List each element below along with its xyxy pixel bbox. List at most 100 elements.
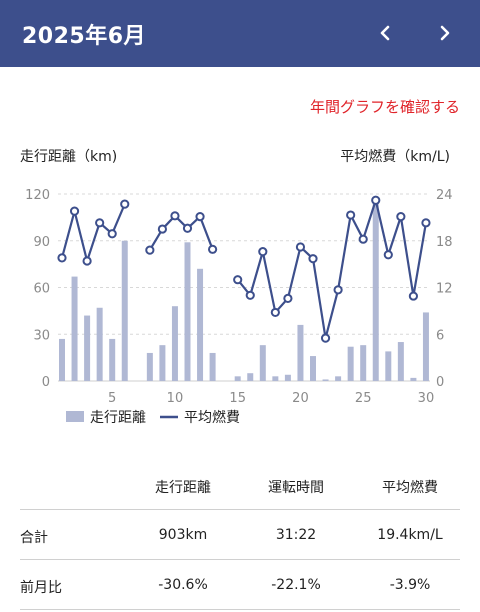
column-header-distance: 走行距離 — [155, 480, 211, 496]
fuel-point — [245, 290, 255, 300]
fuel-point — [396, 211, 406, 222]
table-header: 走行距離 運転時間 平均燃費 — [20, 468, 460, 510]
fuel-point — [170, 211, 180, 221]
y-right-tick-label: 24 — [436, 188, 453, 203]
distance-bar — [422, 312, 429, 381]
distance-bar — [335, 376, 342, 381]
total-fuel: 19.4km/L — [377, 527, 443, 543]
row-label: 前月比 — [20, 580, 62, 596]
left-axis-title: 走行距離（km) — [20, 149, 118, 165]
legend-bar-swatch — [66, 411, 84, 422]
fuel-point — [157, 224, 167, 234]
y-left-tick-label: 0 — [42, 375, 50, 390]
fuel-point — [145, 245, 155, 255]
distance-bar — [322, 379, 329, 381]
total-drive-time: 31:22 — [275, 527, 317, 543]
distance-bar — [385, 351, 392, 381]
fuel-point — [308, 254, 318, 264]
annual-graph-link[interactable]: 年間グラフを確認する — [309, 98, 460, 116]
y-left-tick-label: 120 — [25, 188, 50, 203]
distance-bar — [59, 338, 65, 381]
fuel-line — [148, 214, 214, 251]
prev-month-button[interactable] — [370, 17, 400, 49]
y-right-tick-label: 0 — [436, 375, 444, 390]
distance-bar — [397, 342, 404, 381]
fuel-point — [182, 223, 193, 233]
distance-bar — [410, 377, 417, 381]
distance-bar — [360, 345, 367, 381]
fuel-point — [258, 247, 268, 257]
fuel-point — [383, 250, 393, 260]
distance-bar — [247, 373, 254, 381]
x-tick-label: 10 — [167, 391, 184, 406]
fuel-point — [69, 206, 80, 216]
distance-bar — [259, 345, 266, 381]
fuel-point — [295, 242, 306, 252]
y-right-tick-label: 18 — [436, 235, 453, 250]
x-tick-label: 20 — [292, 391, 309, 406]
y-left-tick-label: 90 — [33, 235, 50, 250]
row-label: 合計 — [20, 530, 48, 546]
fuel-point — [358, 234, 368, 244]
y-left-tick-label: 30 — [33, 328, 50, 343]
fuel-point — [333, 285, 343, 295]
fuel-point — [408, 291, 418, 301]
fuel-point — [283, 293, 293, 304]
fuel-line — [60, 203, 126, 263]
distance-bar — [310, 356, 316, 381]
fuel-point — [371, 195, 381, 205]
fuel-point — [82, 256, 92, 266]
column-header-fuel: 平均燃費 — [382, 480, 438, 496]
fuel-point — [195, 211, 205, 222]
distance-bar — [272, 376, 279, 381]
chevron-left-icon — [380, 25, 390, 41]
fuel-line — [236, 199, 428, 340]
summary-table: 走行距離 運転時間 平均燃費 合計 903km 31:22 19.4km/L 前… — [20, 468, 460, 610]
total-distance: 903km — [158, 527, 208, 543]
legend-label-distance: 走行距離 — [90, 409, 146, 426]
fuel-point — [233, 275, 243, 285]
column-header-drive-time: 運転時間 — [268, 480, 324, 496]
fuel-point — [270, 307, 280, 318]
distance-bar — [184, 242, 191, 381]
month-title: 2025年6月 — [22, 24, 147, 49]
distance-bar — [171, 306, 178, 381]
fuel-point — [95, 218, 105, 228]
distance-bar — [84, 315, 91, 381]
next-month-button[interactable] — [430, 17, 460, 49]
table-row-total: 合計 903km 31:22 19.4km/L — [20, 510, 460, 560]
distance-bar — [347, 346, 354, 381]
prev-drive-time: -22.1% — [271, 577, 321, 593]
fuel-point — [57, 253, 67, 263]
app-header: 2025年6月 — [0, 0, 480, 67]
x-tick-label: 25 — [355, 391, 372, 406]
x-tick-label: 15 — [229, 391, 246, 406]
fuel-point — [346, 210, 356, 220]
distance-bar — [96, 307, 103, 381]
distance-bar — [121, 240, 128, 381]
distance-bar — [234, 376, 241, 381]
fuel-point — [120, 199, 130, 209]
y-left-tick-label: 60 — [33, 282, 50, 297]
distance-bar — [284, 374, 291, 381]
table-row-prev-month: 前月比 -30.6% -22.1% -3.9% — [20, 560, 460, 610]
distance-bar — [71, 276, 78, 381]
distance-bar — [209, 352, 216, 381]
prev-fuel: -3.9% — [389, 577, 431, 593]
right-axis-title: 平均燃費（km/L) — [340, 149, 450, 165]
distance-bar — [146, 352, 153, 381]
distance-bar — [372, 198, 379, 381]
prev-distance: -30.6% — [158, 577, 208, 593]
fuel-point — [421, 218, 431, 228]
fuel-point — [320, 333, 331, 343]
x-tick-label: 5 — [108, 391, 116, 406]
x-tick-label: 30 — [418, 391, 435, 406]
distance-bar — [197, 268, 204, 381]
fuel-point — [107, 229, 117, 239]
fuel-point — [208, 244, 218, 254]
y-right-tick-label: 12 — [436, 282, 453, 297]
y-right-tick-label: 6 — [436, 328, 444, 343]
distance-bar — [297, 324, 304, 381]
distance-bar — [159, 345, 166, 381]
